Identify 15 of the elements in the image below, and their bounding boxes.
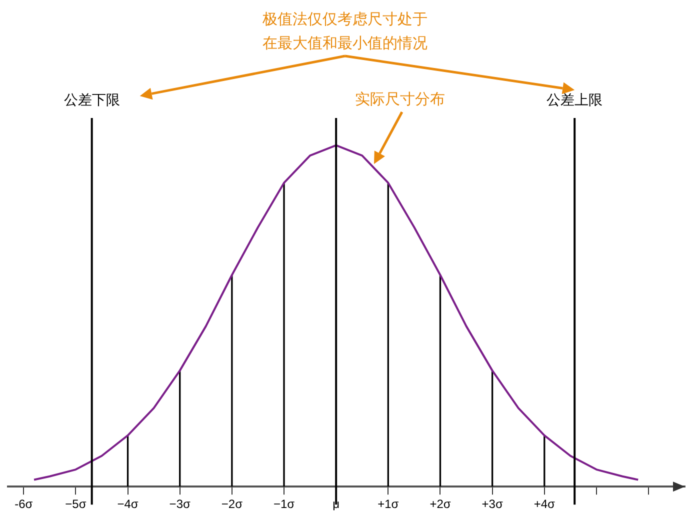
x-tick-label: −5σ xyxy=(65,497,87,512)
x-tick-label: +1σ xyxy=(378,497,400,512)
x-tick-label: +4σ xyxy=(534,497,556,512)
text: 极值法仅仅考虑尺寸处于在最大值和最小值的情况 xyxy=(262,10,428,52)
x-tick-label: −4σ xyxy=(117,497,139,512)
x-tick-label: −1σ xyxy=(273,497,296,512)
ref-line-label: 公差上限 xyxy=(546,92,603,109)
ref-line-label: 公差下限 xyxy=(64,92,120,109)
x-tick-label: +3σ xyxy=(482,497,504,512)
x-tick-label: −3σ xyxy=(169,497,191,512)
x-tick-label: -6σ xyxy=(14,497,34,512)
x-tick-label: μ xyxy=(332,497,340,512)
text: 实际尺寸分布 xyxy=(355,90,445,108)
x-tick-label: +2σ xyxy=(430,497,452,512)
x-tick-label: −2σ xyxy=(221,497,244,512)
